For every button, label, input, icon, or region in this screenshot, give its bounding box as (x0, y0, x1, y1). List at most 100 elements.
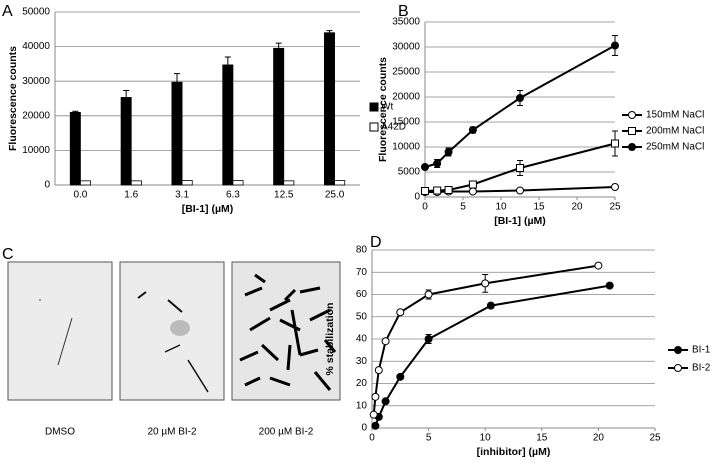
y-tick-label: 50000 (22, 7, 50, 18)
y-tick-label: 40 (356, 334, 368, 345)
bar (283, 180, 295, 186)
legend-label: A42D (381, 122, 406, 133)
marker (611, 183, 619, 191)
marker (424, 290, 433, 299)
image-label: 200 µM BI-2 (259, 427, 314, 438)
bar (232, 180, 244, 186)
bar (334, 180, 346, 186)
y-tick-label: 0 (414, 192, 420, 203)
panel-letter: D (370, 234, 382, 251)
x-tick-label: 0.0 (73, 190, 87, 201)
bar (69, 111, 81, 186)
marker (444, 148, 453, 156)
y-tick-label: 25000 (392, 67, 420, 78)
y-axis-label: Fluorescence counts (377, 57, 389, 162)
bar (324, 32, 335, 186)
x-tick-label: 0 (422, 202, 428, 213)
micrograph (119, 261, 225, 401)
error-bar (275, 42, 282, 55)
y-tick-label: 20 (356, 378, 368, 389)
y-tick-label: 60 (356, 289, 368, 300)
y-tick-label: 5000 (398, 167, 421, 178)
x-axis-label: [inhibitor] (µM) (477, 446, 551, 458)
marker (381, 397, 390, 406)
marker (468, 180, 477, 189)
line (372, 264, 599, 415)
y-tick-label: 30000 (392, 42, 420, 53)
x-tick-label: 1.6 (124, 190, 138, 201)
marker (468, 187, 477, 196)
y-tick-label: 35000 (392, 17, 420, 28)
marker (421, 163, 429, 171)
legend-label: 250mM NaCl (646, 142, 704, 153)
marker (605, 281, 614, 290)
error-bar (123, 90, 130, 105)
x-tick-label: 6.3 (226, 190, 240, 201)
error-bar (174, 73, 180, 92)
y-tick-label: 30 (356, 356, 368, 367)
y-tick-label: 40000 (22, 41, 50, 52)
marker (396, 372, 405, 381)
marker (486, 301, 495, 310)
y-tick-label: 10 (356, 400, 368, 411)
marker (371, 421, 380, 430)
x-tick-label: 10 (480, 433, 492, 444)
legend-label: BI-1 (692, 345, 711, 356)
marker (611, 139, 619, 148)
marker (594, 261, 603, 270)
y-tick-label: 50 (356, 311, 368, 322)
marker (371, 392, 380, 401)
bar (181, 180, 193, 186)
legend-label: 200mM NaCl (646, 126, 704, 137)
marker (468, 126, 477, 134)
legend-marker (674, 346, 682, 354)
error-bar (326, 30, 333, 36)
marker (381, 337, 390, 346)
x-tick-label: 10 (495, 202, 507, 213)
x-tick-label: 20 (593, 433, 605, 444)
legend-swatch (369, 102, 379, 112)
marker (369, 410, 378, 419)
marker (481, 279, 490, 288)
x-tick-label: 20 (571, 202, 583, 213)
legend-swatch (369, 122, 379, 132)
x-tick-label: 3.1 (175, 190, 189, 201)
legend-label: BI-2 (692, 363, 711, 374)
marker (396, 308, 405, 317)
marker (433, 186, 442, 195)
x-tick-label: 5 (460, 202, 466, 213)
bar (273, 47, 285, 186)
y-tick-label: 0 (44, 180, 50, 191)
marker (421, 187, 429, 195)
bar (222, 64, 234, 186)
marker (424, 335, 433, 343)
y-axis-label: % stabilization (324, 303, 336, 376)
x-tick-label: 15 (533, 202, 545, 213)
panel-letter: C (2, 246, 14, 263)
legend-marker (628, 111, 636, 119)
legend-marker (674, 364, 682, 372)
x-tick-label: 25 (649, 433, 661, 444)
bar (80, 180, 91, 186)
legend-label: 150mM NaCl (646, 110, 704, 121)
line (424, 44, 616, 168)
y-tick-label: 70 (356, 267, 368, 278)
y-tick-label: 10000 (22, 145, 50, 156)
legend-label: Wt (381, 102, 393, 113)
x-tick-label: 25 (609, 202, 621, 213)
y-tick-label: 30000 (22, 76, 50, 87)
y-tick-label: 15000 (392, 117, 420, 128)
image-label: DMSO (45, 427, 75, 438)
marker (433, 159, 442, 168)
image-label: 20 µM BI-2 (147, 427, 197, 438)
micrograph (231, 261, 341, 401)
y-tick-label: 20000 (392, 92, 420, 103)
bar (171, 81, 183, 186)
marker (516, 94, 524, 102)
y-axis-label: Fluorescence counts (7, 46, 19, 151)
x-axis-label: [BI-1] (µM) (182, 203, 234, 215)
x-axis-label: [BI-1] (µM) (494, 215, 546, 227)
y-tick-label: 0 (361, 423, 367, 434)
bar (130, 180, 142, 186)
bar (120, 97, 132, 186)
